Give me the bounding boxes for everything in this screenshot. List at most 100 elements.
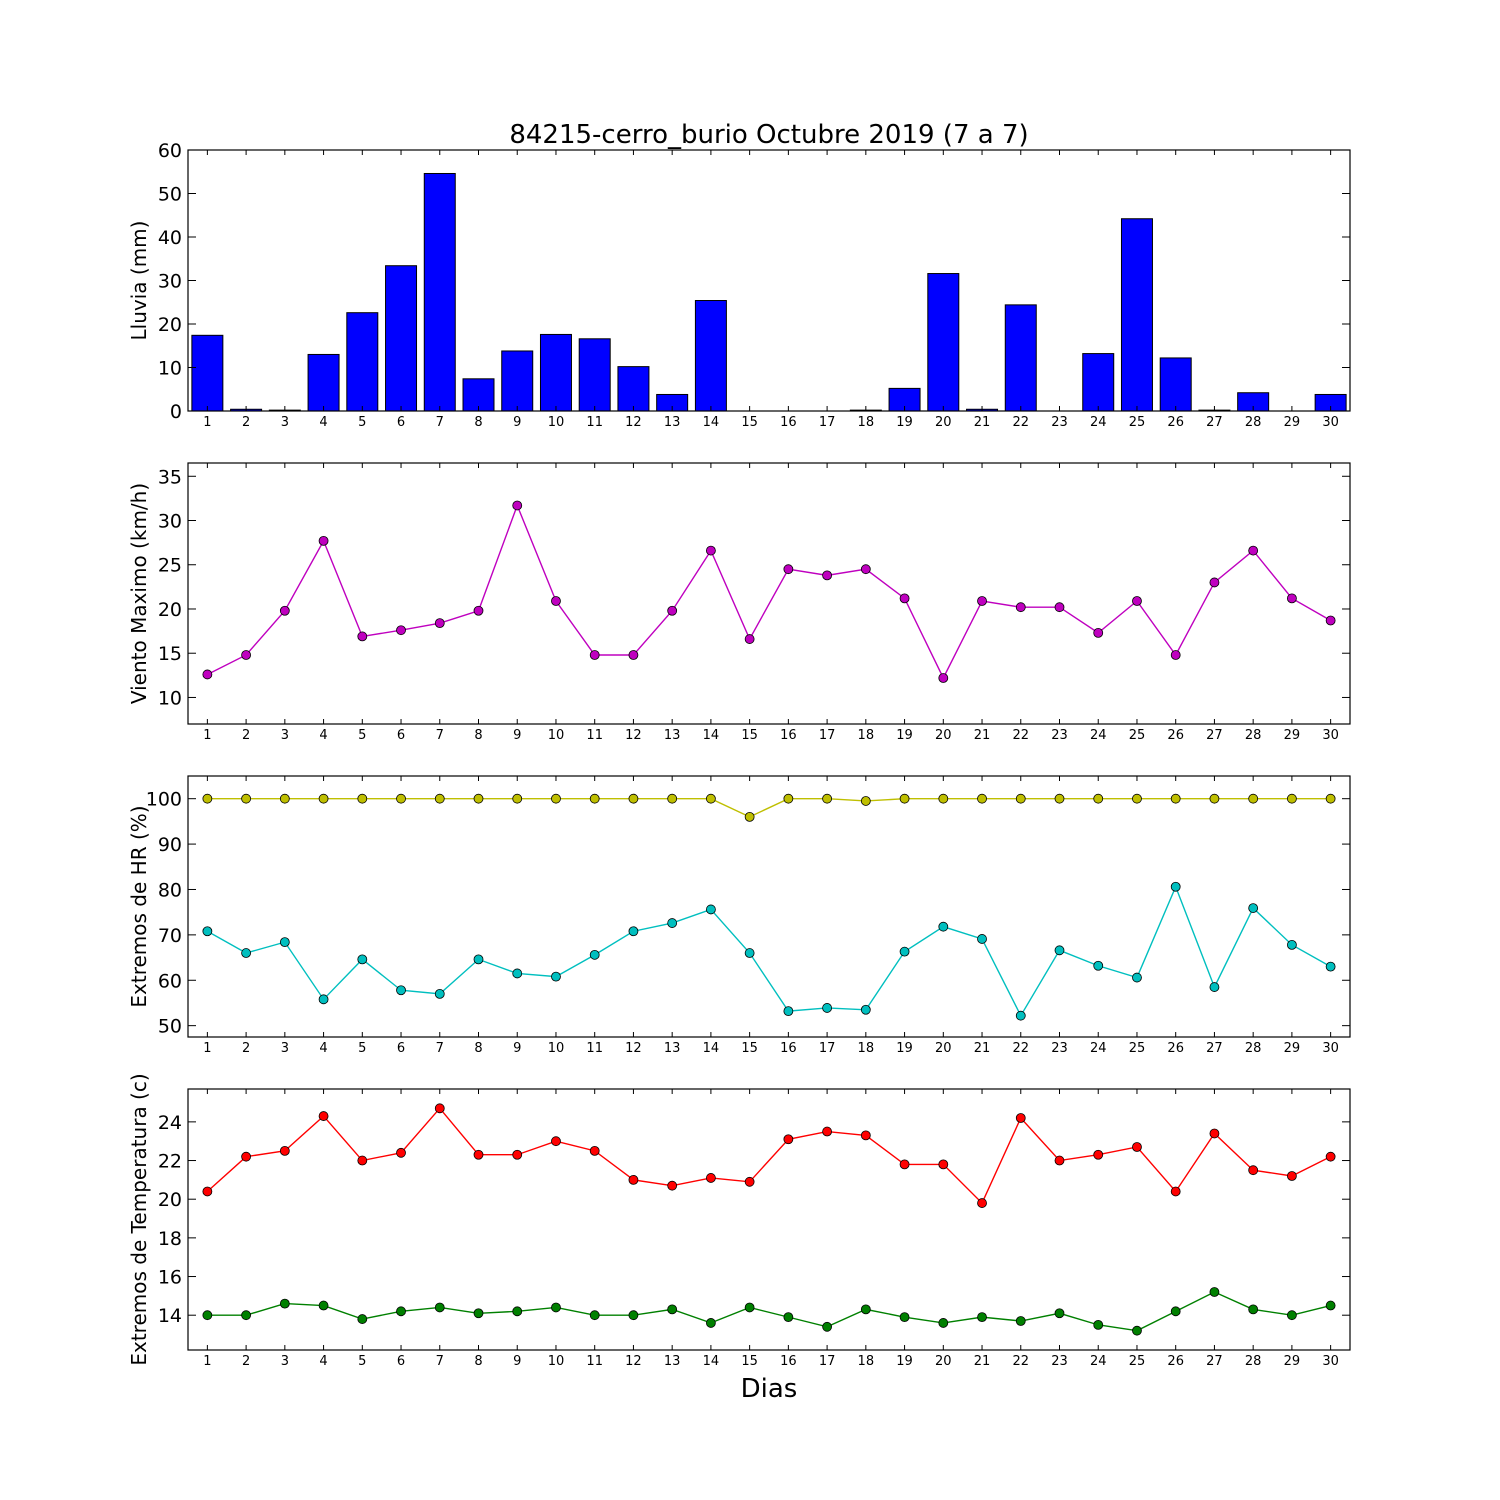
- bar-day-6: [385, 265, 418, 412]
- series-1-line: [206, 1107, 1331, 1205]
- x-tick-label: 26: [1167, 1041, 1184, 1056]
- series-2-point-day-8: [473, 954, 484, 965]
- series-1-point-day-11: [589, 1145, 600, 1156]
- x-tick-label: 26: [1167, 415, 1184, 430]
- series-1-point-day-20: [938, 793, 949, 804]
- series-2-point-day-30: [1325, 1300, 1336, 1311]
- x-tick-label: 19: [896, 728, 913, 743]
- series-1-point-day-21: [977, 1198, 987, 1208]
- x-tick-label: 21: [974, 415, 991, 430]
- y-tick-label: 60: [158, 970, 182, 992]
- x-tick-label: 9: [513, 1354, 521, 1369]
- series-2-point-day-6: [396, 1306, 406, 1317]
- series-2-point-day-11: [589, 949, 600, 960]
- x-tick-label: 14: [703, 728, 720, 743]
- series-2-line: [207, 1291, 1331, 1332]
- x-tick-label: 15: [741, 1354, 758, 1369]
- series-1-point-day-15: [744, 811, 755, 822]
- x-axis-label: Dias: [741, 1374, 798, 1404]
- bar-day-14: [694, 300, 727, 412]
- series-1-point-day-1: [202, 1186, 213, 1197]
- series-2-point-day-20: [938, 1318, 949, 1328]
- series-1-point-day-9: [512, 500, 523, 511]
- series-2-point-day-14: [706, 904, 716, 915]
- series-1-point-day-24: [1093, 793, 1104, 804]
- y-tick-label: 80: [158, 879, 182, 901]
- x-tick-label: 6: [397, 1354, 405, 1369]
- x-tick-label: 14: [703, 1041, 720, 1056]
- series-1-point-day-10: [551, 1136, 561, 1147]
- x-tick-label: 3: [281, 728, 289, 743]
- series-1-point-day-10: [551, 596, 561, 606]
- series-2-point-day-29: [1287, 939, 1297, 950]
- series-1-point-day-16: [783, 1134, 794, 1145]
- series-1-point-day-14: [706, 545, 716, 556]
- series-1-point-day-29: [1287, 793, 1297, 804]
- y-tick-label: 50: [158, 1016, 182, 1038]
- x-tick-label: 12: [625, 1354, 642, 1369]
- series-1-point-day-22: [1015, 602, 1026, 613]
- x-tick-label: 28: [1245, 728, 1262, 743]
- x-tick-label: 17: [819, 1354, 836, 1369]
- x-tick-label: 13: [664, 1041, 681, 1056]
- series-2-point-day-20: [938, 921, 949, 932]
- x-tick-label: 3: [281, 1354, 289, 1369]
- series-2-point-day-22: [1015, 1316, 1026, 1326]
- x-tick-label: 28: [1245, 1041, 1262, 1056]
- panels: 1 2 3 4 5 6 7 8 9 10 11 12 13 14 15 16 17 18 19 20 21 22 23 24 2…: [127, 140, 1351, 1369]
- x-tick-label: 23: [1051, 415, 1068, 430]
- series-2-point-day-10: [551, 971, 561, 982]
- series-2-point-day-19: [899, 946, 910, 957]
- series-2-point-day-6: [396, 985, 406, 996]
- x-tick-label: 8: [474, 1041, 482, 1056]
- bar-day-5: [346, 312, 379, 412]
- x-tick-label: 14: [703, 415, 720, 430]
- x-tick-label: 2: [242, 728, 250, 743]
- x-tick-label: 25: [1129, 415, 1146, 430]
- bar-day-7: [423, 172, 456, 412]
- series-2-point-day-25: [1132, 1325, 1142, 1336]
- x-tick-label: 27: [1206, 1354, 1223, 1369]
- series-2-point-day-16: [783, 1312, 794, 1323]
- x-tick-label: 5: [358, 1354, 366, 1369]
- series-1-point-day-27: [1209, 1128, 1220, 1139]
- series-1-point-day-19: [899, 1159, 910, 1170]
- series-1-point-day-30: [1325, 615, 1336, 626]
- series-2-point-day-22: [1015, 1010, 1026, 1021]
- series-1-point-day-26: [1170, 793, 1181, 804]
- series-1-point-day-5: [357, 631, 368, 642]
- bar-day-22: [1004, 304, 1037, 412]
- series-2-point-day-9: [512, 968, 523, 979]
- bar-day-10: [539, 333, 572, 412]
- x-tick-label: 7: [436, 1354, 444, 1369]
- x-tick-label: 9: [513, 1041, 521, 1056]
- y-tick-label: 60: [158, 140, 182, 162]
- x-tick-label: 29: [1284, 415, 1301, 430]
- series-1-point-day-13: [667, 793, 678, 804]
- series-2-point-day-2: [241, 1310, 252, 1321]
- x-tick-label: 23: [1051, 1354, 1068, 1369]
- y-tick-label: 15: [158, 643, 182, 665]
- panel-2: 1 2 3 4 5 6 7 8 9 10 11 12 13 14 15 16 17 18 19 20 21 22 23 24 2…: [127, 462, 1351, 743]
- series-1-point-day-10: [551, 793, 561, 804]
- plot-frame: [187, 462, 1351, 725]
- series-1-point-day-9: [512, 793, 523, 804]
- series-1-point-day-4: [318, 1111, 329, 1121]
- series-1-point-day-24: [1093, 1149, 1104, 1160]
- series-2-point-day-27: [1209, 982, 1220, 992]
- series-1-point-day-11: [589, 793, 600, 804]
- series-1-line: [207, 503, 1331, 680]
- series-2-point-day-13: [667, 918, 678, 928]
- series-2-point-day-10: [551, 1302, 561, 1313]
- series-1-point-day-28: [1248, 1165, 1259, 1176]
- x-tick-label: 9: [513, 728, 521, 743]
- bar-day-4: [307, 353, 340, 412]
- series-2-point-day-3: [279, 937, 290, 948]
- panel-1: 1 2 3 4 5 6 7 8 9 10 11 12 13 14 15 16 17 18 19 20 21 22 23 24 2…: [127, 140, 1351, 430]
- x-tick-label: 22: [1012, 728, 1029, 743]
- x-tick-label: 6: [397, 1041, 405, 1056]
- x-tick-label: 25: [1129, 1041, 1146, 1056]
- x-tick-label: 19: [896, 1041, 913, 1056]
- x-tick-label: 18: [858, 415, 875, 430]
- x-tick-label: 11: [586, 1354, 603, 1369]
